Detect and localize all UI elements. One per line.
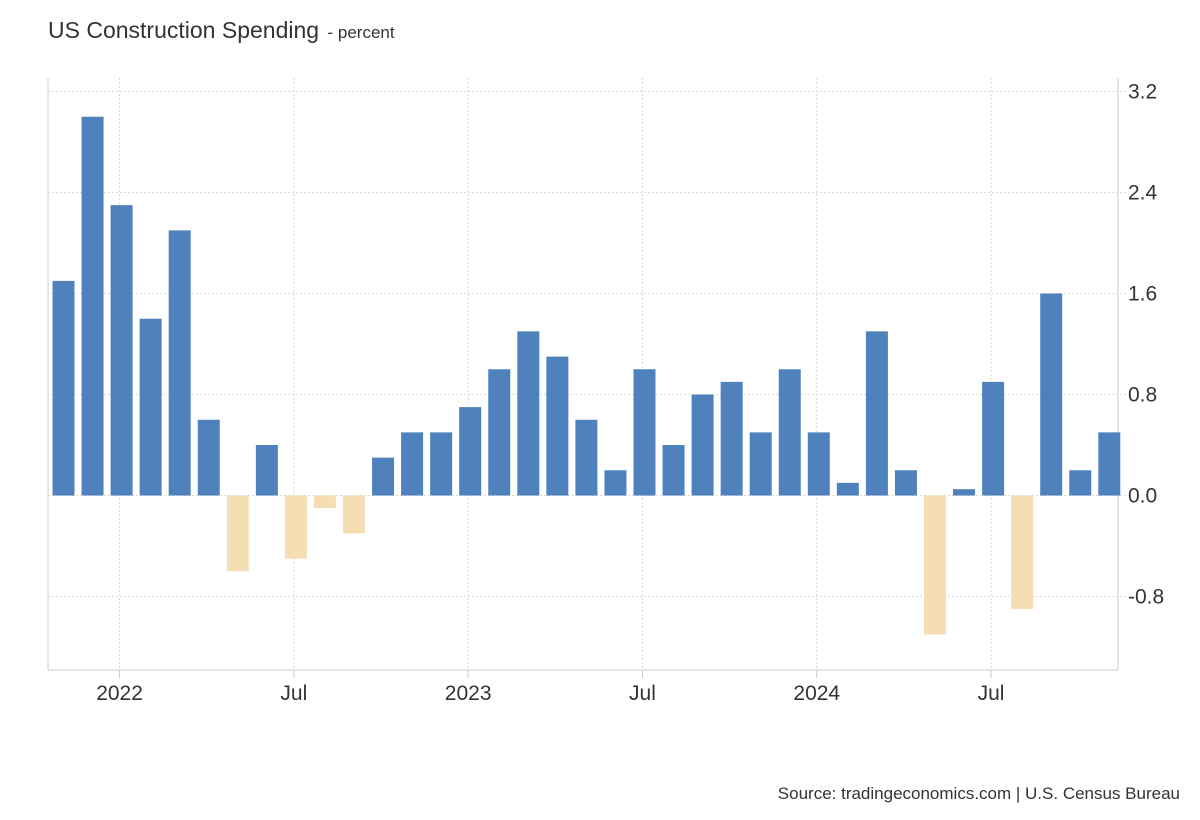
bar	[343, 495, 365, 534]
bar	[924, 495, 946, 635]
bar	[720, 381, 743, 496]
bar	[372, 457, 395, 496]
bar	[197, 419, 220, 496]
x-tick-label: Jul	[978, 682, 1005, 705]
x-tick-label: 2023	[445, 682, 492, 705]
bar	[778, 369, 801, 496]
bar	[691, 394, 714, 496]
bar	[1098, 432, 1121, 496]
bar	[255, 445, 278, 496]
bar	[401, 432, 424, 496]
x-tick-label: 2024	[793, 682, 840, 705]
x-tick-label: 2022	[96, 682, 143, 705]
bar	[168, 230, 191, 496]
bar	[749, 432, 772, 496]
bar	[894, 470, 917, 496]
bar	[459, 407, 482, 496]
bar	[226, 495, 249, 572]
bar	[633, 369, 656, 496]
bar	[662, 445, 685, 496]
bar	[546, 356, 569, 496]
bar	[953, 489, 976, 496]
bar	[284, 495, 307, 559]
bar	[1011, 495, 1034, 610]
y-tick-label: 3.2	[1128, 81, 1157, 104]
chart-subtitle: - percent	[327, 23, 395, 42]
bar	[110, 205, 133, 496]
bar	[430, 432, 453, 496]
bar	[982, 381, 1005, 496]
y-tick-label: -0.8	[1128, 586, 1164, 609]
y-tick-label: 0.0	[1128, 485, 1157, 508]
bar	[52, 280, 75, 496]
chart-title: US Construction Spending	[48, 17, 320, 43]
bar	[807, 432, 830, 496]
y-tick-label: 2.4	[1128, 182, 1158, 205]
bar	[81, 116, 104, 496]
y-tick-label: 0.8	[1128, 384, 1157, 407]
x-tick-label: Jul	[629, 682, 656, 705]
bar	[517, 331, 540, 496]
y-tick-label: 1.6	[1128, 283, 1157, 306]
chart-title-group: US Construction Spending - percent	[48, 17, 395, 44]
bar	[1040, 293, 1063, 496]
bar	[604, 470, 627, 496]
bar	[139, 318, 162, 496]
bar	[575, 419, 598, 496]
bar	[313, 495, 336, 509]
bar	[836, 482, 859, 496]
x-tick-label: Jul	[280, 682, 307, 705]
bar	[1069, 470, 1092, 496]
bar	[865, 331, 888, 496]
bar	[488, 369, 511, 496]
source-note: Source: tradingeconomics.com | U.S. Cens…	[777, 784, 1180, 803]
